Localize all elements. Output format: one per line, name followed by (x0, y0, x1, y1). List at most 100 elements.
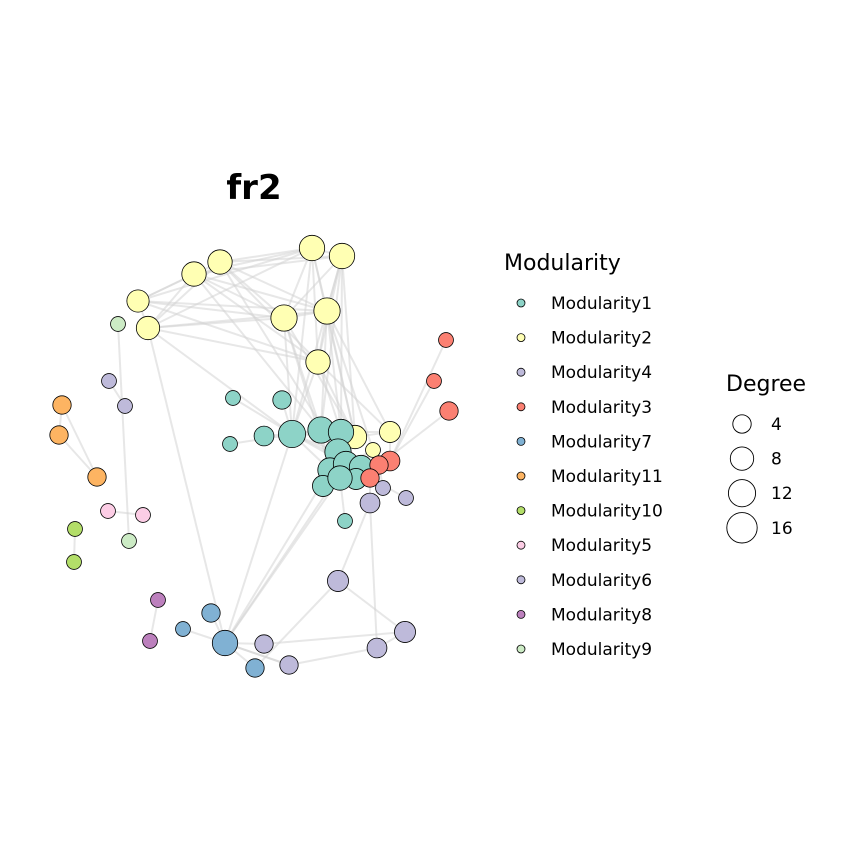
legend-label-modularity8: Modularity8 (551, 605, 652, 625)
degree-key-16 (726, 512, 758, 544)
node-b15 (337, 513, 353, 529)
legend-label-modularity6: Modularity6 (551, 571, 652, 591)
node-e2 (175, 621, 191, 637)
node-c3 (439, 401, 459, 421)
edge-f1-f3 (61, 404, 98, 478)
node-a5 (126, 289, 150, 313)
degree-legend: Degree 4 8 12 16 (726, 372, 806, 544)
node-d1 (398, 490, 414, 506)
legend-key-modularity5 (516, 540, 526, 550)
edge-d5-d7 (288, 647, 378, 666)
edge-e3-b9 (224, 469, 331, 644)
node-c1 (438, 332, 454, 348)
node-b3 (222, 436, 238, 452)
node-h1 (100, 503, 116, 519)
node-g1 (67, 521, 83, 537)
degree-key-12 (727, 479, 757, 508)
legend-key-modularity9 (516, 644, 526, 654)
edge-k1-k2 (117, 323, 130, 542)
node-c2 (426, 373, 442, 389)
node-e4 (245, 658, 265, 678)
legend-label-modularity5: Modularity5 (551, 536, 652, 556)
node-k2 (121, 533, 137, 549)
node-b6 (278, 420, 306, 448)
node-b1 (225, 390, 241, 406)
node-layer (49, 234, 459, 678)
edge-a5-a9 (137, 300, 319, 363)
edge-a4-a8 (193, 273, 328, 312)
edge-a2-b7 (340, 255, 343, 433)
node-a6 (135, 315, 161, 341)
node-a8 (313, 297, 341, 325)
node-a3 (207, 249, 233, 275)
edge-d6-d8 (263, 631, 406, 645)
legend-label-modularity7: Modularity7 (551, 432, 652, 452)
node-b2 (272, 390, 292, 410)
edge-a6-b6 (147, 327, 293, 435)
node-d6 (394, 621, 416, 643)
node-g2 (66, 554, 82, 570)
edge-c2-c4 (389, 380, 435, 462)
degree-key-4 (732, 414, 752, 434)
node-a7 (270, 304, 298, 332)
node-k1 (110, 316, 126, 332)
edge-a8-a11 (326, 310, 391, 433)
node-a1 (298, 234, 326, 262)
legend-key-modularity11 (516, 471, 526, 481)
node-a11 (379, 421, 401, 443)
legend-key-modularity2 (516, 333, 526, 343)
edge-a5-a8 (137, 300, 328, 312)
legend-label-modularity2: Modularity2 (551, 329, 652, 349)
node-b14 (327, 465, 353, 491)
legend-label-modularity9: Modularity9 (551, 640, 652, 660)
edge-a1-a5 (137, 247, 313, 302)
node-f2 (49, 425, 69, 445)
edge-e3-a6 (147, 327, 226, 644)
node-j2 (142, 633, 158, 649)
node-a9 (305, 349, 331, 375)
edge-a2-a3 (219, 255, 343, 263)
node-c6 (360, 468, 380, 488)
node-i2 (117, 398, 133, 414)
legend-label-modularity1: Modularity1 (551, 294, 652, 314)
edge-c1-c4 (389, 339, 447, 462)
node-i1 (101, 373, 117, 389)
node-a12 (365, 442, 381, 458)
edge-a1-a3 (219, 247, 313, 263)
node-f3 (87, 467, 107, 487)
node-d7 (279, 655, 299, 675)
legend-key-modularity1 (516, 298, 526, 308)
legend-key-modularity4 (516, 367, 526, 377)
node-a2 (328, 242, 356, 270)
degree-label-8: 8 (771, 450, 782, 470)
edge-a9-a11 (317, 361, 391, 433)
edge-a5-a7 (137, 300, 285, 319)
edge-a7-a10 (283, 317, 356, 438)
legend-key-modularity7 (516, 436, 526, 446)
modularity-legend: Modularity Modularity1 Modularity2 Modular… (504, 251, 663, 660)
node-b4 (253, 425, 275, 447)
edge-d4-e4 (254, 580, 339, 669)
node-d5 (366, 637, 388, 659)
node-d8 (254, 634, 274, 654)
node-e3 (211, 629, 239, 657)
edge-a6-a8 (147, 310, 328, 329)
degree-label-4: 4 (771, 415, 782, 435)
edge-a4-a7 (193, 273, 285, 319)
node-f1 (52, 395, 72, 415)
edge-a3-a8 (219, 261, 328, 312)
legend-key-modularity8 (516, 610, 526, 619)
edge-a2-a10 (341, 255, 356, 438)
edge-d3-d5 (369, 502, 378, 649)
edge-a2-a7 (283, 255, 343, 319)
node-e1 (201, 603, 221, 623)
edge-a8-b7 (326, 310, 342, 433)
legend-label-modularity4: Modularity4 (551, 363, 652, 383)
edge-a8-a12 (326, 310, 374, 451)
edge-d3-d4 (337, 502, 371, 582)
modularity-legend-title: Modularity (504, 251, 621, 276)
legend-key-modularity6 (516, 575, 526, 585)
legend-label-modularity3: Modularity3 (551, 398, 652, 418)
